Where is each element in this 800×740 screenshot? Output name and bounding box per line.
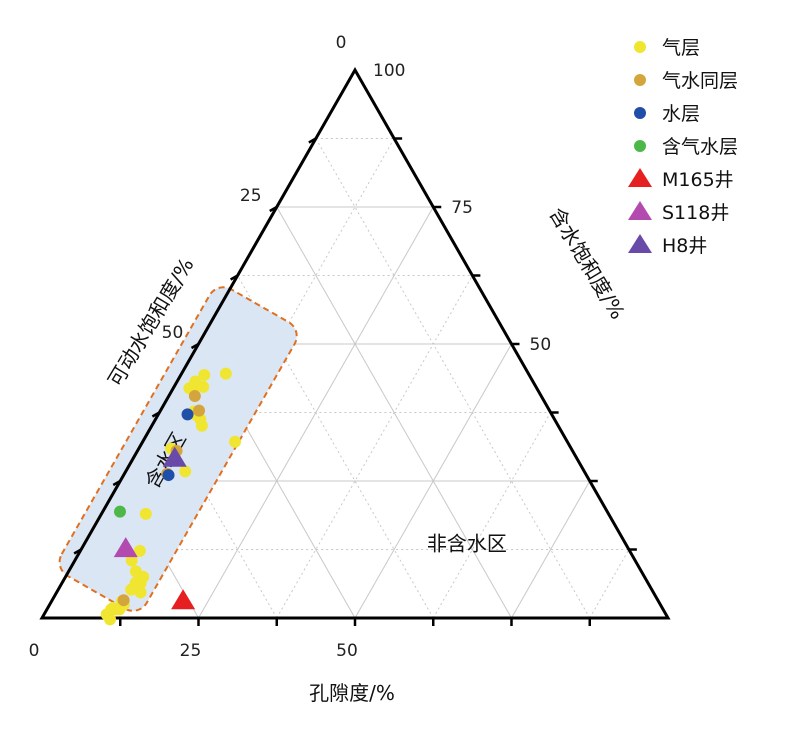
grid-line	[276, 275, 473, 619]
data-point	[134, 586, 147, 599]
data-point	[162, 469, 175, 482]
data-point	[117, 594, 130, 607]
data-point	[193, 404, 206, 417]
tick-mark	[230, 274, 239, 281]
left-tick-label: 50	[162, 323, 184, 343]
left-tick-label: 0	[336, 33, 347, 53]
grid-line	[315, 138, 591, 619]
data-point	[125, 583, 138, 596]
grid-line	[589, 549, 630, 619]
legend-label: 含气水层	[662, 136, 738, 158]
data-point	[125, 554, 138, 567]
data-point	[133, 544, 146, 557]
legend-label: S118井	[662, 202, 729, 224]
data-point	[190, 379, 203, 392]
legend-label: M165井	[662, 169, 734, 191]
legend-label: 气水同层	[662, 70, 738, 92]
tick-mark	[190, 342, 200, 350]
data-point	[181, 408, 194, 421]
data-point-triangle	[162, 446, 187, 467]
x-axis-label: 孔隙度/%	[309, 681, 395, 705]
legend-label: H8井	[662, 235, 707, 257]
data-point	[104, 613, 117, 626]
legend-marker	[628, 168, 652, 187]
data-point	[219, 367, 232, 380]
bottom-tick-label: 0	[29, 641, 40, 661]
grid-line	[276, 206, 512, 619]
legend-label: 气层	[662, 37, 700, 59]
grid-line	[432, 412, 552, 619]
legend-marker	[634, 140, 646, 152]
grid-line	[237, 275, 434, 619]
data-point	[139, 507, 152, 520]
grid-line	[511, 480, 591, 619]
right-tick-label: 75	[451, 198, 473, 218]
data-point	[134, 577, 147, 590]
right-tick-label: 100	[373, 61, 405, 81]
data-point	[229, 435, 242, 448]
legend-marker	[634, 74, 646, 86]
bottom-tick-label: 25	[180, 641, 202, 661]
legend-label: 水层	[662, 103, 700, 125]
data-point-triangle	[113, 537, 138, 558]
legend-marker	[628, 201, 652, 220]
legend-marker	[634, 41, 646, 53]
data-point	[188, 390, 201, 403]
non-water-zone-label: 非含水区	[427, 531, 507, 555]
data-points	[100, 367, 242, 626]
legend-marker	[628, 234, 652, 253]
data-point	[113, 505, 126, 518]
right-tick-label: 50	[530, 335, 552, 355]
right-axis-label: 含水饱和度/%	[545, 203, 630, 323]
tick-mark	[112, 479, 121, 487]
left-tick-label: 25	[240, 186, 262, 206]
bottom-tick-label: 50	[336, 641, 358, 661]
tick-mark	[308, 137, 317, 144]
legend-marker	[634, 107, 646, 119]
data-point-triangle	[171, 589, 196, 610]
data-point	[195, 419, 208, 432]
tick-mark	[73, 548, 82, 555]
triangle-frame	[39, 66, 671, 626]
tick-mark	[269, 205, 278, 213]
data-point	[198, 369, 211, 382]
tick-mark	[151, 411, 160, 418]
data-point	[179, 465, 192, 478]
tick-labels: 0 25 50 0 25 50 100 75 50	[29, 33, 552, 661]
